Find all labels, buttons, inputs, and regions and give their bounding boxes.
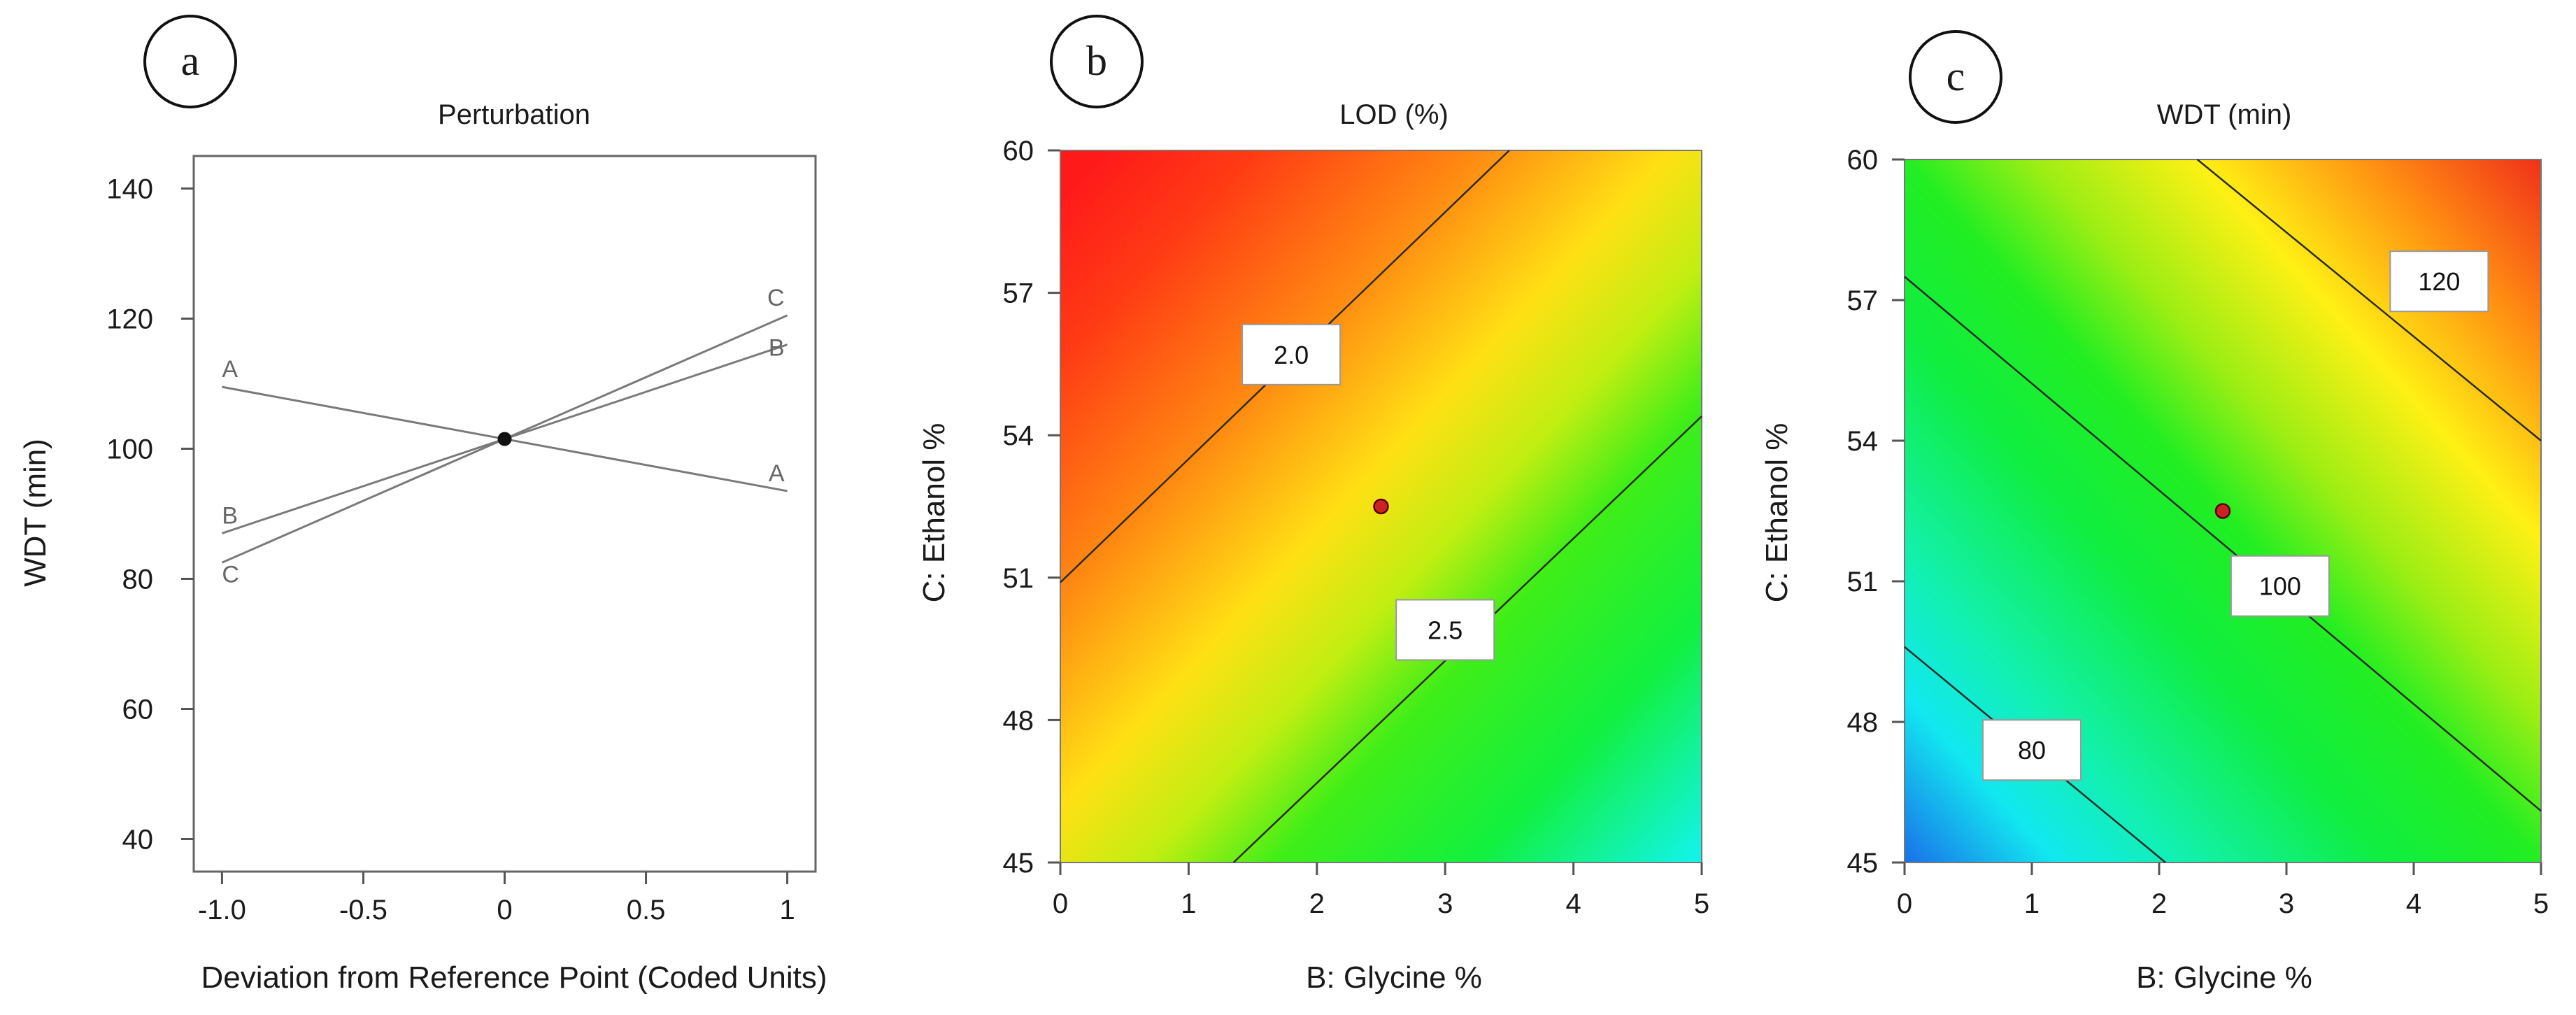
panel-b-y-axis-label: C: Ethanol %	[917, 423, 951, 603]
panel-c-x-tick-label: 1	[2024, 888, 2040, 919]
panel-a-series-label-start-C: C	[222, 561, 239, 588]
panel-b-x-tick-label: 5	[1694, 888, 1709, 919]
panel-c-x-tick-label: 0	[1897, 888, 1912, 919]
panel-c-contour-label-120: 120	[2418, 267, 2460, 296]
panel-c-y-tick-label: 48	[1847, 707, 1879, 738]
panel-c-x-tick-label: 2	[2151, 888, 2167, 919]
panel-b-contour-label-2.0: 2.0	[1274, 341, 1309, 369]
panel-a-letter: a	[181, 38, 200, 84]
panel-a-series-label-start-A: A	[222, 356, 238, 383]
panel-c-x-tick-label: 3	[2279, 888, 2294, 919]
panel-a-x-tick-label: 1	[779, 895, 795, 925]
panel-b-plot-frame	[1060, 150, 1702, 863]
panel-c-contours: 80 100 120	[1904, 159, 2542, 863]
panel-c-letter: c	[1947, 53, 1965, 99]
panel-c-y-tick-label: 54	[1847, 426, 1879, 457]
panel-b-contour-label-box-2.0	[1241, 323, 1342, 385]
panel-b-y-tick-label: 48	[1003, 705, 1034, 736]
panel-a-plot-frame	[192, 155, 817, 873]
panel-c-letter-badge: c	[1909, 30, 2002, 124]
panel-b-x-axis-label: B: Glycine %	[1306, 960, 1482, 995]
panel-b-x-tick-label: 4	[1565, 888, 1581, 919]
panel-c-x-tick-label: 4	[2406, 888, 2421, 919]
panel-a-series-label-start-B: B	[222, 502, 238, 529]
panel-b-y-tick-label: 45	[1003, 848, 1034, 879]
panel-c-y-tick-label: 51	[1847, 567, 1879, 597]
panel-b-contours: 2.0 2.5	[1060, 150, 1702, 863]
panel-a-y-tick-label: 40	[122, 825, 154, 856]
panel-b-y-tick-label: 57	[1003, 278, 1034, 309]
panel-c-contour-label-box-100	[2230, 555, 2330, 617]
panel-c-contour-line-120	[2196, 159, 2542, 441]
panel-b-x-ticks: 0 1 2 3 4 5	[1053, 863, 1709, 919]
panel-a-series-label-end-A: A	[769, 460, 785, 487]
panel-a-reference-point	[497, 432, 512, 446]
panel-a-x-tick-label: 0.5	[627, 895, 666, 925]
panel-c-contour-label-box-80	[1982, 719, 2082, 781]
panel-b-y-ticks: 45 48 51 54 57 60	[1003, 136, 1060, 879]
panel-b-x-tick-label: 1	[1181, 888, 1196, 919]
panel-b-y-tick-label: 54	[1003, 420, 1034, 451]
panel-b-design-point	[1373, 498, 1389, 515]
panel-a-y-tick-label: 140	[106, 174, 153, 205]
panel-b-x-tick-label: 0	[1053, 888, 1068, 919]
panel-a-y-ticks: 40 60 80 100 120 140	[106, 174, 194, 856]
panel-a-x-tick-label: -1.0	[198, 895, 246, 925]
panel-a-letter-badge: a	[143, 15, 237, 108]
panel-c-y-axis-label: C: Ethanol %	[1760, 423, 1794, 603]
panel-b-letter-badge: b	[1050, 15, 1144, 108]
panel-b-title: LOD (%)	[1339, 99, 1449, 130]
panel-a-y-tick-label: 60	[122, 695, 154, 725]
panel-c-y-tick-label: 57	[1847, 285, 1879, 316]
panel-c-x-tick-label: 5	[2533, 888, 2549, 919]
panel-a-y-tick-label: 100	[106, 434, 153, 465]
panel-c-contour-label-box-120	[2389, 250, 2489, 313]
panel-b-letter: b	[1086, 38, 1107, 84]
panel-b-contour-label-box-2.5	[1395, 599, 1495, 661]
panel-c-contour-label-80: 80	[2018, 736, 2046, 765]
panel-c-contour-label-100: 100	[2259, 572, 2301, 601]
panel-a: a Perturbation -1.0 -0.5 0 0.5 1 40 60 80 100 12…	[18, 15, 827, 995]
panel-c-x-axis-label: B: Glycine %	[2136, 960, 2312, 995]
panel-b-design-point-group	[1373, 498, 1389, 515]
panel-a-x-ticks: -1.0 -0.5 0 0.5 1	[198, 872, 795, 925]
panel-c-contour-line-100	[1904, 276, 2542, 812]
panel-b-letter-circle	[1050, 15, 1144, 108]
panel-c-y-tick-label: 45	[1847, 848, 1879, 879]
panel-a-x-axis-label: Deviation from Reference Point (Coded Un…	[201, 960, 827, 995]
panel-b-y-tick-label: 51	[1003, 563, 1034, 594]
panel-a-x-tick-label: -0.5	[339, 895, 387, 925]
panel-a-x-tick-label: 0	[497, 895, 512, 925]
panel-a-series-label-end-B: B	[769, 335, 785, 362]
panel-b-x-tick-label: 2	[1309, 888, 1325, 919]
panel-b-x-tick-label: 3	[1437, 888, 1453, 919]
panel-c-letter-circle	[1909, 30, 2002, 124]
panel-a-title: Perturbation	[438, 99, 590, 130]
panel-a-series-label-end-C: C	[767, 285, 785, 311]
panel-c-y-tick-label: 60	[1847, 145, 1879, 176]
panel-c-y-ticks: 45 48 51 54 57 60	[1847, 145, 1905, 879]
panel-c-design-point-group	[2214, 503, 2231, 519]
panel-b-contour-label-2.5: 2.5	[1428, 616, 1463, 644]
panel-a-y-tick-label: 80	[122, 565, 154, 595]
panel-c-design-point	[2214, 503, 2231, 519]
panel-a-y-tick-label: 120	[106, 304, 153, 335]
panel-a-y-axis-label: WDT (min)	[18, 439, 52, 587]
panel-c-x-ticks: 0 1 2 3 4 5	[1897, 863, 2549, 919]
panel-c-plot-frame	[1904, 159, 2542, 863]
panel-b-y-tick-label: 60	[1003, 136, 1034, 166]
panel-a-letter-circle	[143, 15, 237, 108]
panel-c-title: WDT (min)	[2157, 99, 2292, 130]
